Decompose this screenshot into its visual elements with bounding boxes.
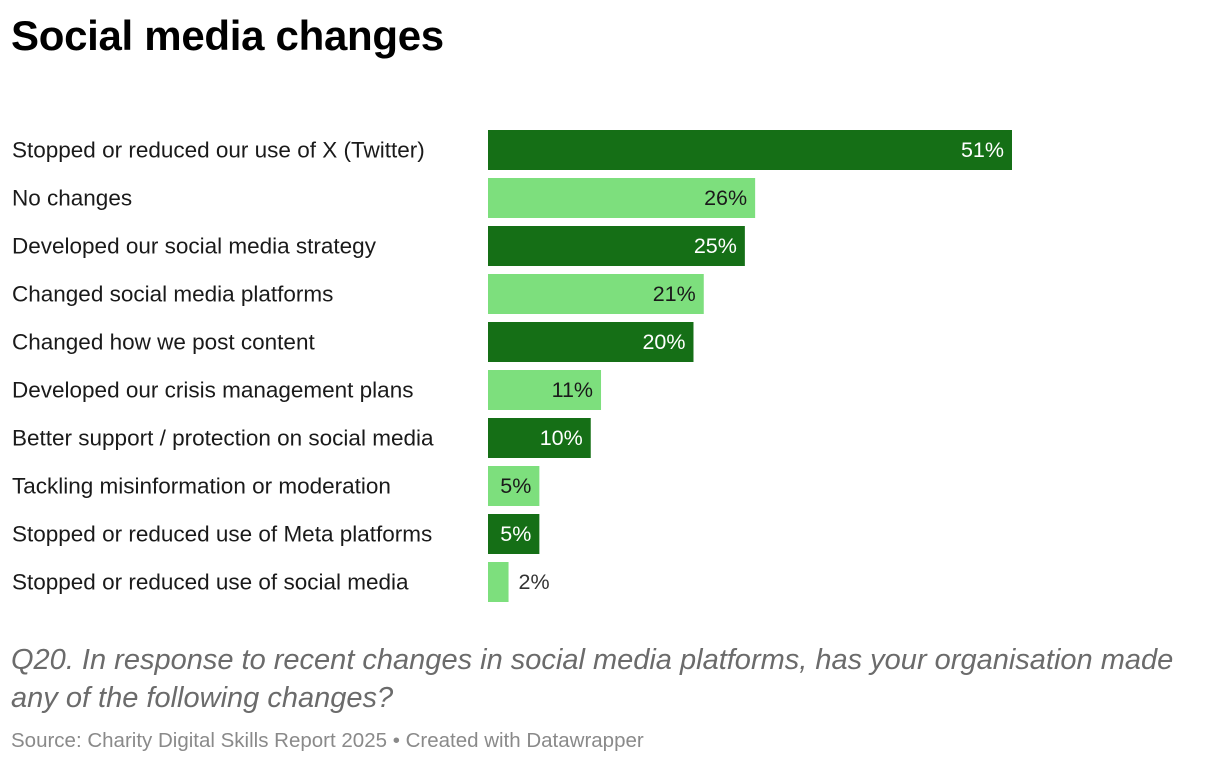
value-label: 20% [642, 330, 685, 354]
category-label: Changed social media platforms [12, 282, 333, 307]
bar [488, 466, 540, 506]
category-label: Developed our crisis management plans [12, 378, 413, 403]
chart-title: Social media changes [11, 12, 444, 59]
value-label: 2% [519, 570, 550, 594]
category-label: Stopped or reduced use of social media [12, 570, 409, 595]
chart-question-note: Q20. In response to recent changes in so… [11, 644, 1174, 714]
bar [488, 130, 1012, 170]
value-label: 21% [653, 282, 696, 306]
category-label: Developed our social media strategy [12, 234, 377, 259]
category-label: Changed how we post content [12, 330, 315, 355]
bar [488, 226, 745, 266]
bar [488, 370, 602, 410]
category-label: Better support / protection on social me… [12, 426, 434, 451]
value-label: 5% [500, 474, 531, 498]
value-label: 25% [694, 234, 737, 258]
value-label: 26% [704, 186, 747, 210]
bar [488, 514, 540, 554]
category-label: Tackling misinformation or moderation [12, 474, 391, 499]
category-label: No changes [12, 186, 132, 211]
value-label: 51% [961, 138, 1004, 162]
bar [488, 562, 509, 602]
category-label: Stopped or reduced our use of X (Twitter… [12, 138, 425, 163]
value-label: 11% [552, 378, 593, 402]
value-label: 5% [500, 522, 531, 546]
chart-source: Source: Charity Digital Skills Report 20… [11, 729, 644, 752]
bar [488, 178, 756, 218]
bar [488, 322, 694, 362]
bar [488, 418, 591, 458]
bar [488, 274, 704, 314]
value-label: 10% [540, 426, 583, 450]
category-label: Stopped or reduced use of Meta platforms [12, 522, 432, 547]
